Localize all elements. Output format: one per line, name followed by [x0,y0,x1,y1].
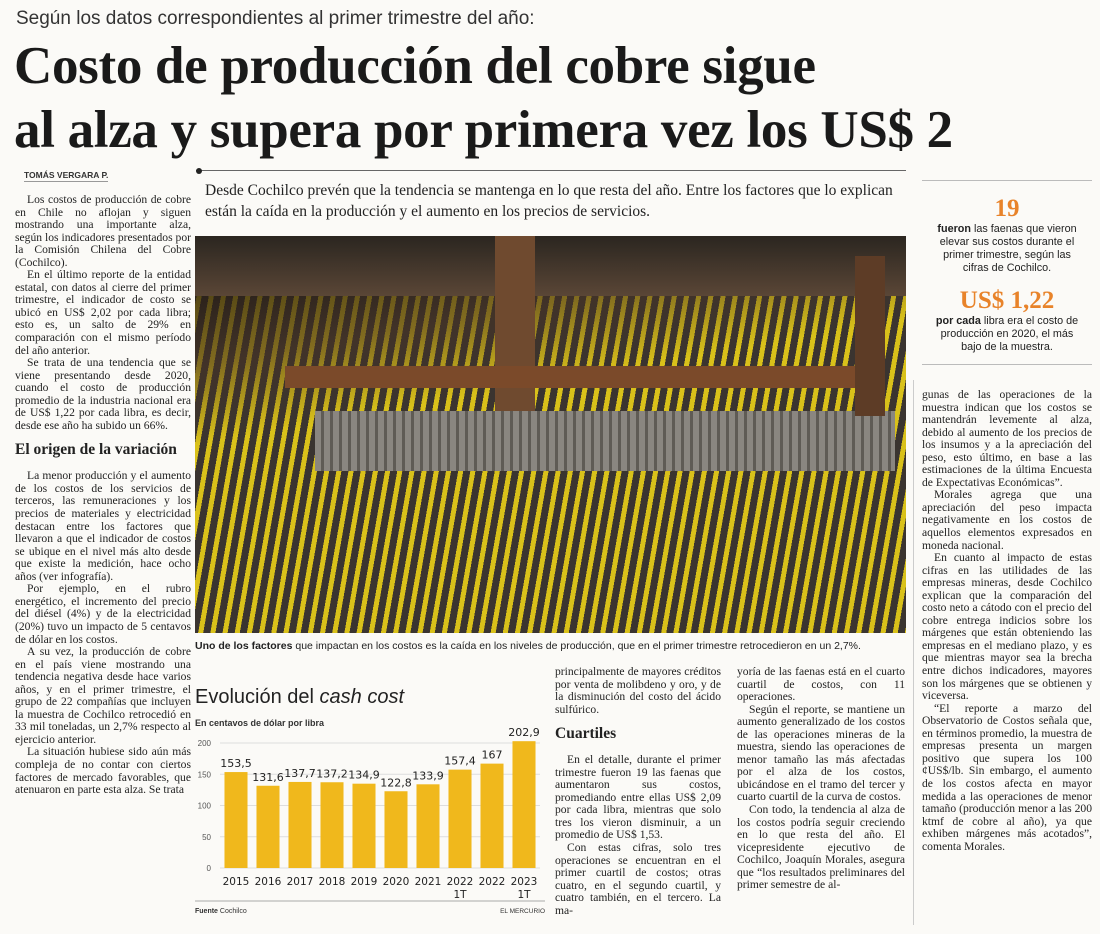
subheading: Cuartiles [555,725,617,743]
caption-text: que impactan en los costos es la caída e… [292,640,861,652]
column-5: gunas de las operaciones de la muestra i… [922,388,1092,853]
stat-bold: por cada [935,315,981,327]
paragraph: Con todo, la tendencia al alza de los co… [737,803,905,892]
kicker: Según los datos correspondientes al prim… [16,8,535,29]
bar [224,772,248,868]
bar [512,741,536,868]
stat-text: libra era el costo de producción en 2020… [940,315,1079,353]
cash-cost-chart: Evolución del cash cost En centavos de d… [195,680,545,925]
stat-bold: fueron [937,223,971,235]
data-label: 131,6 [252,771,284,784]
subheading: El origen de la variación [15,441,177,459]
bar [256,785,280,868]
data-label: 167 [482,749,503,762]
chart-title-italic: cash cost [319,686,405,708]
column-1: Los costos de producción de cobre en Chi… [15,193,191,797]
paragraph: En cuanto al impacto de estas cifras en … [922,551,1092,703]
data-label: 137,2 [316,767,348,780]
deck-rule [196,167,906,174]
y-tick-label: 50 [202,833,211,842]
bar [384,791,408,868]
paragraph: La menor producción y el aumento de los … [15,469,191,583]
column-3: principalmente de mayores créditos por v… [555,665,721,917]
headline-line-2: al alza y supera por primera vez los US$… [14,101,953,159]
chart-credit: EL MERCURIO [500,908,545,915]
paragraph: gunas de las operaciones de la muestra i… [922,388,1092,489]
deck: Desde Cochilco prevén que la tendencia s… [205,182,893,220]
bar [352,783,376,868]
chart-source: Fuente Cochilco [195,908,247,915]
paragraph: “El reporte a marzo del Observatorio de … [922,701,1092,853]
y-tick-label: 200 [198,739,212,748]
paragraph: yoría de las faenas está en el cuarto cu… [737,665,905,704]
chart-subtitle: En centavos de dólar por libra [195,718,325,728]
x-tick-label: 2020 [383,876,410,888]
paragraph: A su vez, la producción de cobre en el p… [15,645,191,746]
data-label: 153,5 [220,757,252,770]
paragraph: En el último reporte de la entidad estat… [15,268,191,357]
chart-plot: 0 50 100 150 200 153,5 2015 131,6 2016 137,7 2017 1… [195,726,545,915]
bar [416,784,440,868]
stats-sidebar: 19 fueron las faenas que vieron elevar s… [922,180,1092,365]
data-label: 134,9 [348,769,380,782]
x-tick-label: 1T [453,889,467,901]
chart-title-text: Evolución del [195,686,320,708]
paragraph: Se trata de una tendencia que se viene p… [15,356,191,432]
chart-title: Evolución del cash cost [195,686,404,709]
source-name: Cochilco [220,908,247,915]
x-tick-label: 2022 [479,876,506,888]
bar [320,782,344,868]
paragraph: En el detalle, durante el primer trimest… [555,753,721,842]
bar [288,781,312,868]
paragraph: Morales agrega que una apreciación del p… [922,488,1092,552]
bar [480,763,504,868]
stat-value: 19 [994,195,1020,222]
x-tick-label: 2023 [511,876,538,888]
paragraph: principalmente de mayores créditos por v… [555,665,721,716]
paragraph: Según el reporte, se mantiene un aumento… [737,702,905,804]
data-label: 133,9 [412,769,444,782]
x-tick-label: 2018 [319,876,346,888]
caption-bold: Uno de los factores [195,640,293,652]
paragraph: Por ejemplo, en el rubro energético, el … [15,582,191,646]
stat-value: US$ 1,22 [959,287,1055,314]
bar [448,769,472,868]
photo-copper-refinery [195,236,906,633]
paragraph: Los costos de producción de cobre en Chi… [15,193,191,269]
x-tick-label: 2022 [447,876,474,888]
stat-text: las faenas que vieron elevar sus costos … [939,223,1077,274]
column-divider [913,380,914,925]
x-tick-label: 2015 [223,876,250,888]
source-label: Fuente [195,908,220,915]
x-tick-label: 2019 [351,876,378,888]
data-label: 137,7 [284,767,316,780]
byline: TOMÁS VERGARA P. [24,170,109,182]
y-tick-label: 150 [198,770,212,779]
x-tick-label: 2017 [287,876,314,888]
paragraph: Con estas cifras, solo tres operaciones … [555,841,721,917]
photo-caption: Uno de los factores que impactan en los … [195,640,861,652]
x-tick-label: 2016 [255,876,282,888]
y-tick-label: 100 [198,802,212,811]
column-4: yoría de las faenas está en el cuarto cu… [737,665,905,892]
y-tick-label: 0 [207,864,212,873]
x-tick-label: 1T [517,889,531,901]
data-label: 122,8 [380,776,412,789]
headline: Costo de producción del cobre sigue al a… [14,34,953,162]
x-tick-label: 2021 [415,876,442,888]
headline-line-1: Costo de producción del cobre sigue [14,37,816,95]
data-label: 157,4 [444,755,476,768]
paragraph: La situación hubiese sido aún más comple… [15,745,191,797]
data-label: 202,9 [508,726,540,739]
